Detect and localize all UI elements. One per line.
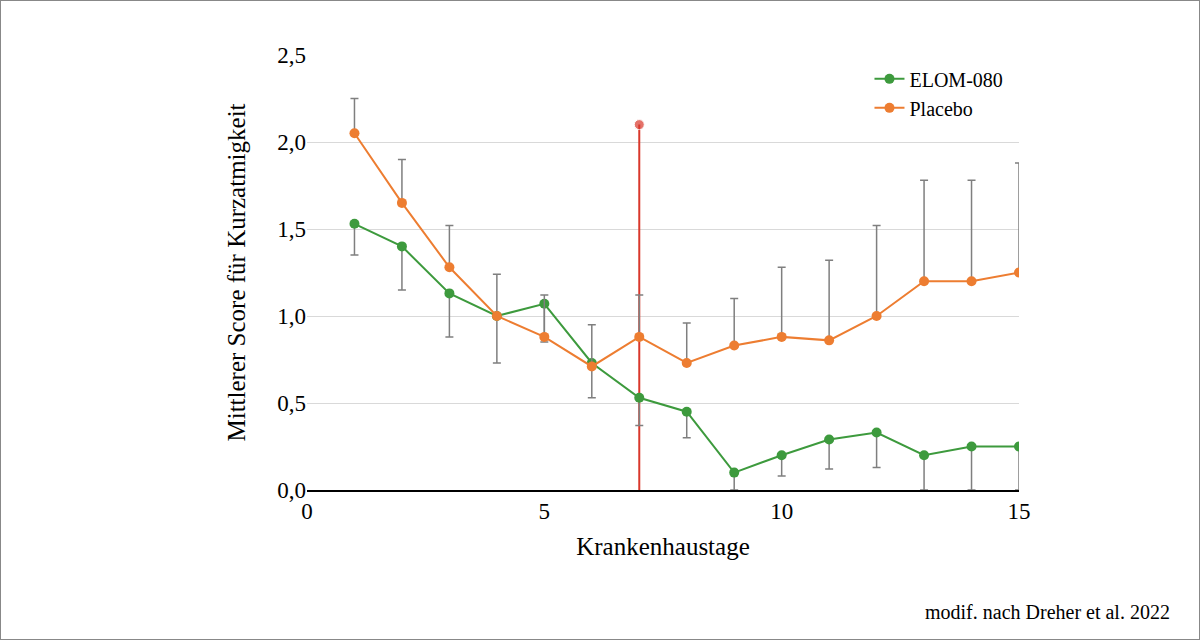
svg-text:0,5: 0,5 — [277, 391, 306, 416]
svg-text:5: 5 — [539, 499, 551, 524]
svg-text:15: 15 — [1008, 499, 1031, 524]
svg-text:ELOM-080: ELOM-080 — [909, 69, 1002, 91]
svg-text:10: 10 — [770, 499, 793, 524]
svg-text:2,0: 2,0 — [277, 130, 306, 155]
svg-text:0: 0 — [301, 499, 313, 524]
svg-text:1,5: 1,5 — [277, 217, 306, 242]
svg-text:2,5: 2,5 — [277, 43, 306, 68]
svg-text:0,0: 0,0 — [277, 478, 306, 503]
svg-text:Krankenhaustage: Krankenhaustage — [576, 533, 750, 560]
svg-text:Mittlerer Score für Kurzatmigk: Mittlerer Score für Kurzatmigkeit — [223, 103, 250, 441]
svg-text:1,0: 1,0 — [277, 304, 306, 329]
svg-text:Placebo: Placebo — [909, 98, 972, 120]
svg-text:modif. nach Dreher et al. 2022: modif. nach Dreher et al. 2022 — [925, 601, 1170, 623]
